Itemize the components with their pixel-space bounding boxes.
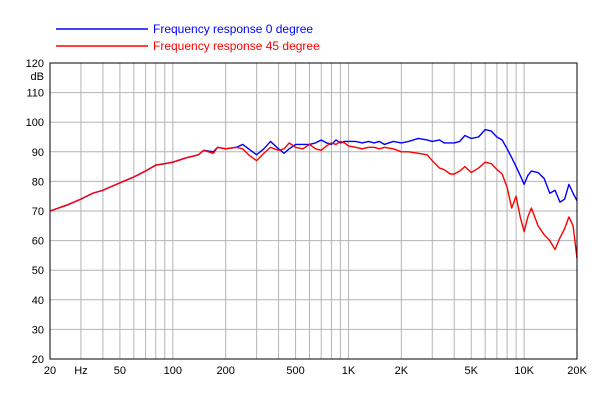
y-tick-label: 30 (32, 324, 44, 336)
y-tick-label: 70 (32, 206, 44, 218)
series-line-1 (49, 140, 578, 259)
y-tick-labels: 20 30 40 50 60 70 80 90 100 110 120 (26, 58, 44, 366)
x-tick-label: 10K (514, 365, 534, 377)
y-tick-label: 20 (32, 354, 44, 366)
x-tick-label: 20 (44, 365, 56, 377)
x-tick-labels: 20 50 100 200 500 1K 2K 5K 10K 20K Hz (44, 365, 588, 377)
legend: Frequency response 0 degree Frequency re… (56, 22, 320, 53)
x-tick-label: 500 (286, 365, 304, 377)
x-tick-label: 1K (342, 365, 356, 377)
x-tick-label: 100 (164, 365, 182, 377)
x-tick-label: 200 (216, 365, 234, 377)
y-axis-unit-label: dB (31, 71, 44, 83)
y-tick-label: 80 (32, 176, 44, 188)
y-tick-label: 50 (32, 265, 44, 277)
y-tick-label: 90 (32, 147, 44, 159)
y-tick-label: 60 (32, 236, 44, 248)
legend-label-0-degree: Frequency response 0 degree (153, 22, 313, 36)
y-tick-label: 110 (26, 88, 44, 100)
x-axis-unit-label: Hz (74, 365, 87, 377)
x-tick-label: 20K (567, 365, 587, 377)
series-layer (49, 128, 578, 259)
legend-label-45-degree: Frequency response 45 degree (153, 39, 320, 53)
plot-frame (49, 62, 578, 360)
x-tick-label: 2K (395, 365, 409, 377)
y-tick-label: 40 (32, 295, 44, 307)
x-tick-label: 50 (114, 365, 126, 377)
x-tick-label: 5K (465, 365, 479, 377)
y-tick-label: 100 (26, 117, 44, 129)
grid (50, 62, 577, 360)
y-tick-label: 120 (26, 58, 44, 70)
